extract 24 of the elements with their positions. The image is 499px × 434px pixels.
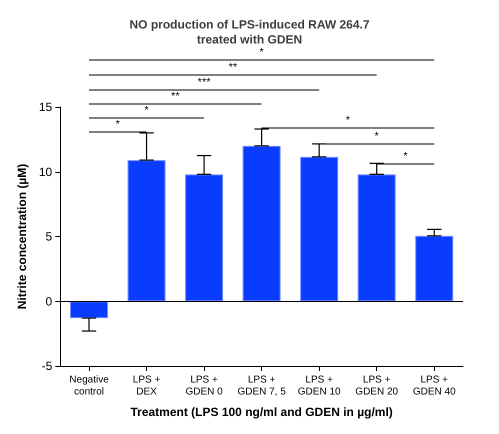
- text: ***: [198, 76, 212, 88]
- x-tick-label: LPS + DEX: [132, 374, 160, 398]
- y-tick-label: 0: [46, 294, 53, 308]
- annotation: *: [346, 114, 351, 126]
- annotation: *: [374, 130, 380, 142]
- annotation: *: [116, 118, 121, 130]
- x-tick-label: Negative control: [69, 374, 110, 398]
- text: *: [259, 46, 264, 58]
- text: **: [228, 62, 238, 74]
- annotation: *: [144, 104, 150, 116]
- y-tick-label: 5: [46, 230, 53, 244]
- y-tick-label: 15: [38, 100, 53, 114]
- x-tick-label: LPS + GDEN 0: [185, 374, 224, 398]
- text: **: [171, 90, 180, 102]
- y-axis-title: Nitrite concentration (µM): [15, 164, 29, 310]
- x-tick-label: LPS + GDEN 40: [412, 374, 456, 398]
- x-tick-label: LPS + GDEN 20: [355, 374, 399, 398]
- y-tick-label: -5: [42, 359, 53, 373]
- y-tick-label: 10: [38, 164, 53, 179]
- x-tick-label: LPS + GDEN 7, 5: [237, 374, 286, 398]
- chart-title: NO production of LPS-induced RAW 264.7 treated with GDEN: [129, 18, 370, 46]
- x-tick-label: LPS + GDEN 10: [298, 374, 341, 398]
- x-axis-title: Treatment (LPS 100 ng/ml and GDEN in µg/ml): [130, 405, 393, 419]
- annotation: *: [403, 150, 408, 162]
